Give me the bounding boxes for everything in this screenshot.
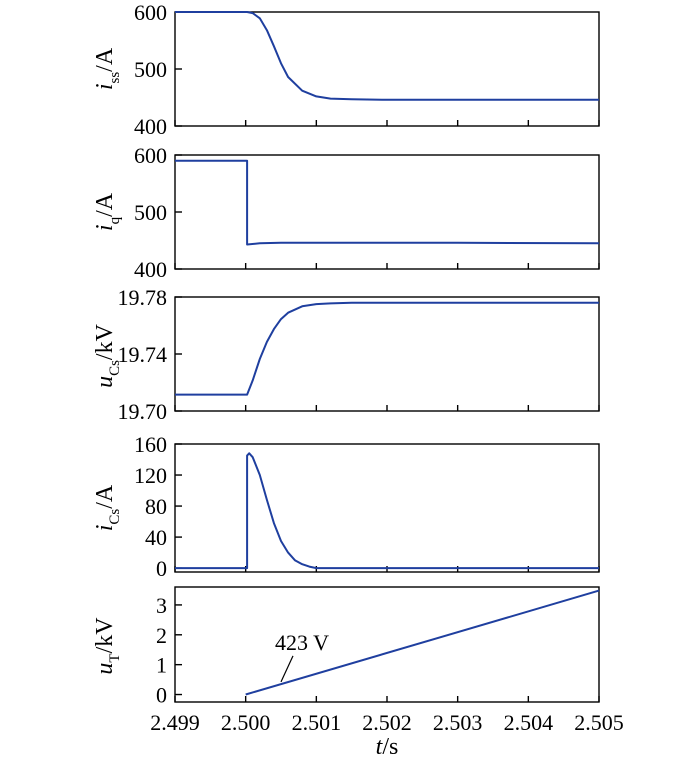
y-tick-label: 600 [134,143,167,168]
y-tick-label: 400 [134,114,167,139]
y-tick-label: 1 [156,653,167,678]
annotation-label: 423 V [275,630,329,655]
series-line-ut [245,589,600,696]
y-tick-label: 40 [145,525,167,550]
series-line-ics [175,452,599,570]
y-axis-label: iCs/A [92,484,123,531]
series-line-iq [175,159,600,246]
series-line-ucs [175,301,599,396]
y-tick-label: 500 [134,57,167,82]
y-tick-label: 400 [134,257,167,282]
series-line-iss [175,11,599,101]
plot-frame [174,11,600,127]
y-tick-label: 2 [156,623,167,648]
x-tick-label: 2.500 [221,710,271,735]
plot-frame [174,154,600,270]
annotation-leader [280,655,294,683]
x-tick-label: 2.503 [433,710,483,735]
plot-frame [174,586,600,703]
x-tick-label: 2.499 [150,710,200,735]
y-tick-label: 19.78 [118,285,168,310]
y-tick-label: 120 [134,463,167,488]
x-tick-label: 2.504 [504,710,554,735]
x-axis-label: t/s [376,734,399,757]
y-tick-label: 0 [156,556,167,581]
panel-iss: 400 500 600 iss/A [92,0,600,139]
y-tick-label: 19.74 [118,342,168,367]
y-tick-label: 0 [156,683,167,708]
plot-frame [174,443,600,573]
x-tick-label: 2.501 [292,710,342,735]
panel-iq: 400 500 600 iq/A [92,143,600,282]
x-tick-label: 2.502 [362,710,412,735]
panel-ucs: 19.70 19.74 19.78 uCs/kV [92,285,600,424]
y-axis-label: iq/A [92,192,123,231]
panel-ics: 0 40 80 120 160 iCs/A [92,432,600,581]
y-tick-label: 160 [134,432,167,457]
y-tick-label: 600 [134,0,167,25]
y-tick-label: 500 [134,200,167,225]
y-tick-label: 19.70 [118,399,168,424]
panel-ut: 0 1 2 3 2.499 2.500 2.501 2.502 2.503 2.504 2.505 u… [92,586,624,757]
y-axis-label: iss/A [92,47,123,90]
y-axis-label: uCs/kV [92,323,123,388]
y-axis-label: uT/kV [92,617,123,675]
y-tick-label: 80 [145,494,167,519]
x-tick-label: 2.505 [574,710,624,735]
y-tick-label: 3 [156,593,167,618]
